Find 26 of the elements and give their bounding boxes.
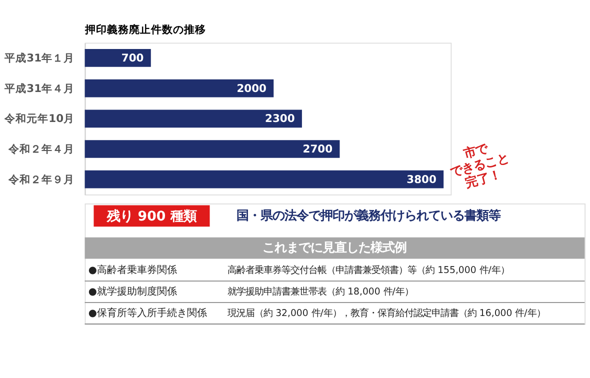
text: ●保育所等入所手続き関係 xyxy=(88,306,207,319)
bar xyxy=(84,170,444,188)
text: 就学援助申請書兼世帯表（約 18,000 件/年） xyxy=(228,286,414,298)
bar xyxy=(84,79,274,98)
y-tick-label: 令和２年４月 xyxy=(8,142,75,156)
text: ●就学援助制度関係 xyxy=(88,286,177,298)
text: ●高齢者乗車券関係 xyxy=(88,264,177,276)
y-tick-label: 平成31年１月 xyxy=(4,52,75,65)
bar xyxy=(84,140,340,158)
data-label: 2300 xyxy=(265,112,295,126)
data-label: 2700 xyxy=(302,142,333,156)
data-label: 3800 xyxy=(406,172,436,186)
text: 国・県の法令で押印が義務付けられている書類等 xyxy=(236,208,501,223)
y-tick-label: 平成31年４月 xyxy=(4,82,75,95)
y-tick-label: 令和２年９月 xyxy=(8,172,75,186)
text: これまでに見直した様式例 xyxy=(262,240,407,255)
data-label: 2000 xyxy=(236,82,266,95)
text: 市で できること 完了！ xyxy=(448,140,510,190)
text: 残り 900 種類 xyxy=(106,209,196,224)
y-tick-label: 令和元年10月 xyxy=(4,112,75,126)
bar xyxy=(84,110,302,128)
text: 高齢者乗車券等交付台帳（申請書兼受領書）等（約 155,000 件/年） xyxy=(228,265,510,276)
data-label: 700 xyxy=(121,52,144,65)
text: 現況届（約 32,000 件/年），教育・保育給付認定申請書（約 16,000 件/年） xyxy=(228,308,546,319)
chart-title: 押印義務廃止件数の推移 xyxy=(84,22,206,36)
bar xyxy=(84,49,151,67)
